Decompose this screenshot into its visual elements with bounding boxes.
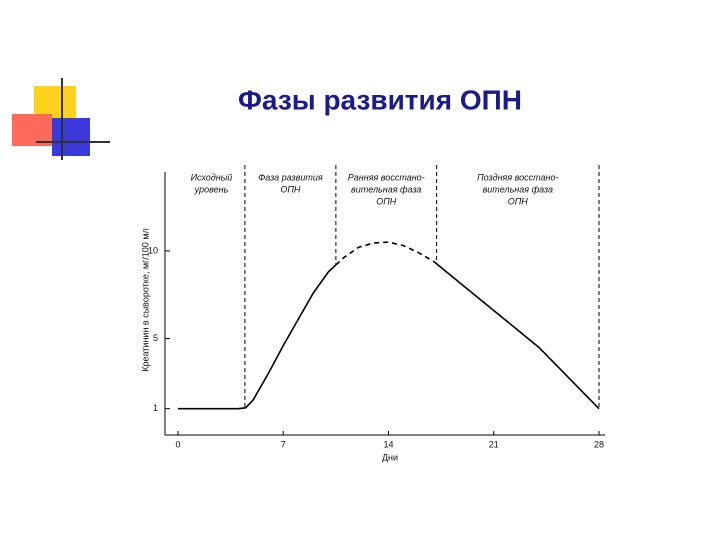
y-tick-label: 1 — [153, 403, 158, 413]
y-tick-label: 10 — [148, 245, 158, 255]
x-axis-label: Дни — [382, 452, 398, 462]
phase-label: ОПН — [280, 184, 301, 194]
phase-label: Поздняя восстано- — [477, 172, 558, 182]
phase-label: вительная фаза — [351, 184, 421, 194]
slide-title: Фазы развития ОПН — [238, 84, 522, 115]
x-tick-label: 21 — [489, 439, 499, 449]
x-tick-label: 0 — [175, 439, 180, 449]
deco-blue — [52, 118, 90, 156]
x-tick-label: 14 — [383, 439, 393, 449]
y-axis-label: Креатинин в сыворотке, мг/100 мл — [140, 228, 150, 372]
phase-label: уровень — [194, 184, 229, 194]
phase-label: вительная фаза — [483, 184, 553, 194]
x-tick-label: 28 — [594, 439, 604, 449]
y-tick-label: 5 — [153, 333, 158, 343]
deco-red — [12, 114, 52, 146]
phase-label: Исходный — [191, 172, 233, 182]
phase-label: ОПН — [508, 196, 529, 206]
phase-label: Фаза развития — [258, 172, 323, 182]
phase-label: ОПН — [376, 196, 397, 206]
curve — [178, 260, 600, 410]
phase-label: Ранняя восстано- — [348, 172, 425, 182]
curve — [335, 241, 435, 266]
x-tick-label: 7 — [281, 439, 286, 449]
